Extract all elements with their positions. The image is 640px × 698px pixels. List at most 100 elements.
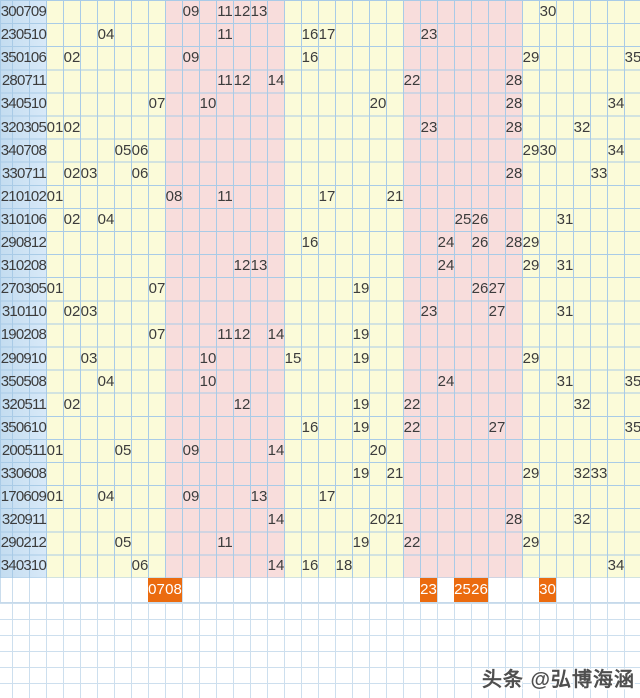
number-cell: 28 xyxy=(505,95,523,113)
number-cell: 09 xyxy=(182,488,200,506)
draw-row-label: 350610 xyxy=(0,418,47,436)
number-cell: 07 xyxy=(148,95,166,113)
number-cell: 14 xyxy=(267,326,285,344)
number-cell: 12 xyxy=(233,326,251,344)
draw-row-label: 210102 xyxy=(0,187,47,205)
number-cell: 04 xyxy=(97,26,115,44)
number-cell: 27 xyxy=(488,303,506,321)
number-cell: 31 xyxy=(556,372,574,390)
draw-row-label: 320911 xyxy=(1,511,47,529)
selected-number-cell[interactable]: 23 xyxy=(420,578,437,602)
number-cell: 20 xyxy=(369,441,387,459)
number-cell: 09 xyxy=(182,441,200,459)
number-cell: 05 xyxy=(114,534,132,552)
number-cell: 26 xyxy=(471,210,489,228)
number-cell: 02 xyxy=(63,118,81,136)
number-cell: 06 xyxy=(131,557,149,575)
number-cell: 14 xyxy=(267,557,285,575)
draw-row-label: 330711 xyxy=(1,164,47,182)
draw-row-label: 320511 xyxy=(1,395,47,413)
number-cell: 35 xyxy=(624,418,640,436)
number-cell: 33 xyxy=(590,465,608,482)
grid-lines xyxy=(0,0,640,578)
number-cell: 28 xyxy=(505,164,523,182)
draw-row-label: 310208 xyxy=(0,257,47,275)
number-cell: 14 xyxy=(267,511,285,529)
number-cell: 05 xyxy=(114,441,132,459)
number-cell: 29 xyxy=(522,349,540,367)
number-cell: 24 xyxy=(437,257,455,275)
number-cell: 19 xyxy=(352,280,370,298)
number-cell: 11 xyxy=(217,534,233,552)
number-cell: 13 xyxy=(250,3,268,20)
number-cell: 01 xyxy=(46,280,64,298)
number-cell: 34 xyxy=(607,557,625,575)
number-cell: 27 xyxy=(488,418,506,436)
number-cell: 17 xyxy=(318,26,336,44)
number-cell: 28 xyxy=(505,511,523,529)
number-cell: 07 xyxy=(148,326,166,344)
number-cell: 10 xyxy=(199,372,217,390)
selected-number-cell[interactable]: 07 xyxy=(148,578,165,602)
number-cell: 10 xyxy=(199,349,217,367)
number-cell: 01 xyxy=(46,488,64,506)
number-cell: 16 xyxy=(301,418,319,436)
number-cell: 07 xyxy=(148,280,166,298)
draw-row-label: 290212 xyxy=(0,534,47,552)
number-cell: 20 xyxy=(369,95,387,113)
number-cell: 13 xyxy=(250,488,268,506)
number-cell: 09 xyxy=(182,49,200,67)
number-cell: 35 xyxy=(624,49,640,67)
number-cell: 03 xyxy=(80,303,98,321)
draw-row-label: 320305 xyxy=(0,118,47,136)
number-cell: 06 xyxy=(131,141,149,159)
number-cell: 11 xyxy=(217,326,233,344)
selected-number-cell[interactable]: 25 xyxy=(454,578,471,602)
number-cell: 12 xyxy=(233,3,251,20)
number-cell: 21 xyxy=(386,465,404,482)
number-cell: 10 xyxy=(199,95,217,113)
number-cell: 21 xyxy=(386,511,404,529)
number-cell: 29 xyxy=(522,465,540,482)
number-cell: 04 xyxy=(97,210,115,228)
number-cell: 06 xyxy=(131,164,149,182)
number-cell: 09 xyxy=(182,3,200,20)
number-cell: 18 xyxy=(335,557,353,575)
draw-row-label: 170609 xyxy=(0,488,47,506)
number-cell: 16 xyxy=(301,557,319,575)
number-cell: 31 xyxy=(556,210,574,228)
draw-row-label: 270305 xyxy=(0,280,47,298)
number-cell: 01 xyxy=(46,441,64,459)
number-cell: 01 xyxy=(46,118,64,136)
number-cell: 02 xyxy=(63,303,81,321)
number-cell: 35 xyxy=(624,372,640,390)
draw-row-label: 300709 xyxy=(0,3,47,20)
draw-row-label: 290812 xyxy=(0,234,47,251)
number-cell: 01 xyxy=(46,187,64,205)
draw-row-label: 340708 xyxy=(0,141,47,159)
number-cell: 19 xyxy=(352,465,370,482)
selected-number-cell[interactable]: 26 xyxy=(471,578,488,602)
number-cell: 02 xyxy=(63,49,81,67)
number-cell: 20 xyxy=(369,511,387,529)
selected-number-cell[interactable]: 08 xyxy=(165,578,182,602)
draw-row-label: 340310 xyxy=(0,557,47,575)
draw-row-label: 340510 xyxy=(0,95,47,113)
number-cell: 26 xyxy=(471,280,489,298)
number-cell: 16 xyxy=(301,49,319,67)
number-cell: 29 xyxy=(522,49,540,67)
number-cell: 22 xyxy=(403,395,421,413)
number-cell: 16 xyxy=(301,26,319,44)
selected-number-cell[interactable]: 30 xyxy=(539,578,556,602)
number-cell: 24 xyxy=(437,234,455,251)
draw-row-label: 330608 xyxy=(0,465,47,482)
number-cell: 14 xyxy=(267,72,285,90)
number-cell: 12 xyxy=(233,72,251,90)
number-cell: 30 xyxy=(539,3,557,20)
number-cell: 19 xyxy=(352,349,370,367)
draw-row-label: 310106 xyxy=(0,210,47,228)
number-cell: 26 xyxy=(471,234,489,251)
number-cell: 11 xyxy=(217,3,233,20)
number-cell: 33 xyxy=(590,164,608,182)
